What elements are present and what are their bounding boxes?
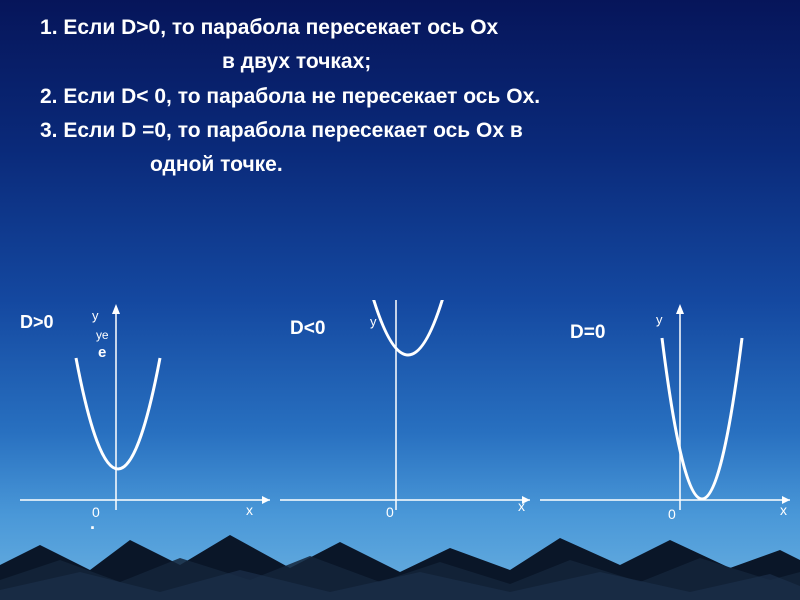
rule-1-line2: в двух точках; <box>222 48 780 76</box>
chart-d-positive: D>0 у уе е х 0 . <box>20 300 280 560</box>
rule-2: 2. Если D< 0, то парабола не пересекает … <box>40 83 780 111</box>
case-label-d-negative: D<0 <box>290 318 325 340</box>
x-label-2: х <box>518 498 525 514</box>
dot-1: . <box>90 513 95 534</box>
rule-3-line1: 3. Если D =0, то парабола пересекает ось… <box>40 117 780 145</box>
case-label-d-positive: D>0 <box>20 312 54 333</box>
rules-text-block: 1. Если D>0, то парабола пересекает ось … <box>40 14 780 186</box>
origin-3: 0 <box>668 506 676 522</box>
rule-3-line2: одной точке. <box>150 151 780 179</box>
chart-d-positive-svg <box>20 300 280 560</box>
chart-d-zero: D=0 у х 0 <box>540 300 800 560</box>
y-label-2: у <box>370 314 377 329</box>
x-label-3: х <box>780 502 787 518</box>
case-label-d-zero: D=0 <box>570 322 605 344</box>
rule-1-line1: 1. Если D>0, то парабола пересекает ось … <box>40 14 780 42</box>
e-label: е <box>98 344 106 361</box>
ye-label: уе <box>96 328 109 342</box>
chart-d-negative: D<0 у х 0 <box>280 300 540 560</box>
origin-2: 0 <box>386 504 394 520</box>
x-label-1: х <box>246 502 253 518</box>
y-label-1: у <box>92 308 99 323</box>
rule-1-number: 1 <box>40 16 52 39</box>
slide-content: 1. Если D>0, то парабола пересекает ось … <box>0 0 800 600</box>
y-label-3: у <box>656 312 663 327</box>
rule-1-text: . Если D>0, то парабола пересекает ось О… <box>52 16 499 39</box>
charts-row: D>0 у уе е х 0 . D<0 у х 0 <box>0 300 800 560</box>
